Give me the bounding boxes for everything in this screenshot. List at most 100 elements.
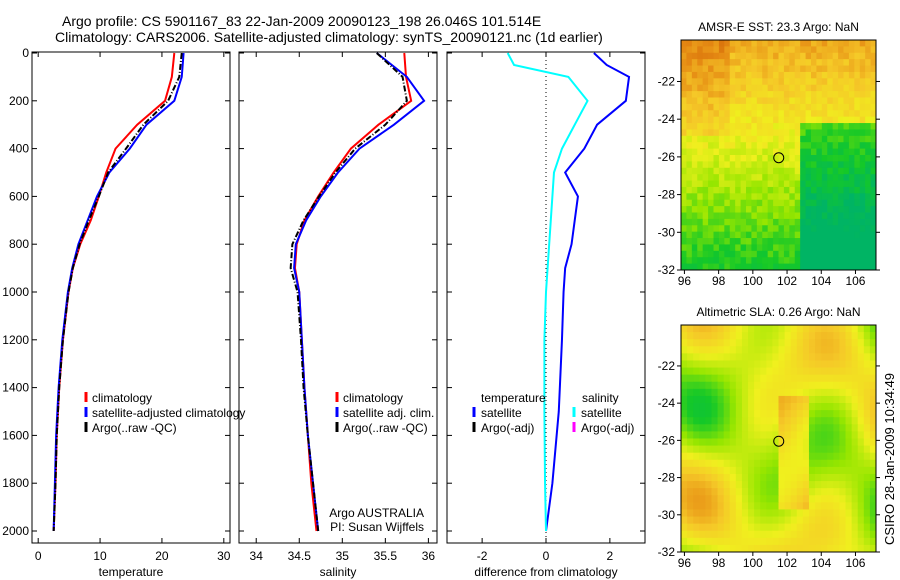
heatmap-cell [827, 231, 834, 239]
heatmap-cell [773, 135, 779, 143]
heatmap-cell [681, 225, 687, 233]
heatmap-cell [748, 495, 755, 503]
heatmap-cell [687, 360, 694, 369]
heatmap-cell [741, 410, 749, 418]
heatmap-cell [681, 263, 687, 271]
heatmap-cell [702, 161, 709, 169]
heatmap-cell [811, 84, 817, 92]
heatmap-cell [729, 395, 737, 404]
heatmap-cell [783, 103, 790, 111]
heatmap-cell [681, 257, 687, 265]
heatmap-cell [857, 374, 865, 383]
heatmap-cell [687, 537, 694, 546]
heatmap-cell [762, 263, 769, 271]
heatmap-cell [815, 381, 822, 390]
heatmap-cell [711, 523, 719, 532]
heatmap-cell [741, 516, 749, 525]
heatmap-cell [838, 244, 844, 252]
heatmap-cell [869, 403, 877, 411]
heatmap-cell [723, 488, 731, 496]
heatmap-cell [711, 367, 719, 376]
heatmap-cell [756, 212, 763, 220]
heatmap-cell [686, 59, 693, 67]
heatmap-cell [789, 218, 796, 226]
heatmap-cell [729, 161, 736, 169]
heatmap-cell [794, 250, 801, 258]
heatmap-cell [800, 129, 807, 137]
heatmap-cell [843, 116, 850, 124]
heatmap-cell [854, 97, 861, 105]
heatmap-cell [766, 374, 773, 383]
heatmap-cell [811, 161, 817, 169]
heatmap-cell [699, 452, 706, 461]
heatmap-cell [857, 466, 865, 475]
heatmap-cell [686, 97, 693, 105]
heatmap-cell [833, 353, 840, 361]
heatmap-cell [741, 403, 749, 411]
heatmap-cell [697, 71, 704, 79]
heatmap-cell [772, 360, 779, 369]
heatmap-cell [848, 250, 855, 258]
heatmap-cell [773, 186, 779, 194]
heatmap-cell [718, 103, 725, 111]
heatmap-cell [708, 40, 714, 47]
heatmap-cell [857, 353, 865, 361]
heatmap-cell [805, 78, 812, 86]
heatmap-cell [805, 155, 812, 162]
heatmap-cell [735, 388, 743, 397]
heatmap-cell [859, 40, 866, 47]
heatmap-cell [783, 135, 790, 143]
heatmap-cell [778, 424, 786, 432]
heatmap-cell [789, 180, 796, 188]
heatmap-cell [702, 212, 709, 220]
heatmap-cell [729, 488, 737, 496]
heatmap-cell [729, 544, 737, 553]
heatmap-cell [740, 59, 747, 67]
heatmap-cell [766, 459, 773, 468]
heatmap-cell [681, 71, 687, 79]
heatmap-cell [697, 218, 704, 226]
heatmap-cell [784, 544, 792, 553]
heatmap-cell [756, 231, 763, 239]
heatmap-cell [735, 238, 742, 245]
heatmap-cell [718, 238, 725, 245]
heatmap-cell [821, 339, 828, 347]
heatmap-cell [724, 123, 731, 130]
heatmap-cell [832, 180, 839, 188]
heatmap-cell [713, 161, 720, 169]
heatmap-cell [687, 438, 694, 447]
heatmap-cell [843, 186, 850, 194]
heatmap-cell [790, 410, 798, 418]
heatmap-cell [751, 78, 758, 86]
heatmap-cell [693, 417, 700, 425]
heatmap-cell [821, 142, 828, 150]
heatmap-cell [832, 129, 839, 137]
heatmap-cell [827, 488, 834, 496]
heatmap-cell [805, 257, 812, 265]
heatmap-cell [746, 238, 752, 245]
heatmap-cell [815, 509, 822, 518]
heatmap-cell [697, 123, 704, 130]
heatmap-cell [713, 174, 720, 182]
x-tick-label: 106 [845, 274, 865, 288]
heatmap-cell [681, 339, 688, 347]
heatmap-cell [760, 360, 767, 369]
heatmap-cell [827, 193, 834, 201]
heatmap-cell [821, 257, 828, 265]
heatmap-cell [697, 52, 704, 60]
heatmap-cell [870, 52, 877, 60]
heatmap-cell [833, 445, 840, 454]
heatmap-cell [848, 212, 855, 220]
heatmap-cell [827, 424, 834, 432]
heatmap-cell [767, 142, 774, 150]
heatmap-cell [796, 488, 804, 496]
heatmap-cell [778, 438, 786, 447]
heatmap-cell [854, 231, 861, 239]
heatmap-cell [811, 193, 817, 201]
heatmap-grid [681, 40, 877, 271]
heatmap-cell [691, 180, 698, 188]
heatmap-cell [718, 97, 725, 105]
heatmap-cell [740, 103, 747, 111]
legend-label: satellite adj. clim. [343, 406, 434, 420]
heatmap-cell [748, 466, 755, 475]
